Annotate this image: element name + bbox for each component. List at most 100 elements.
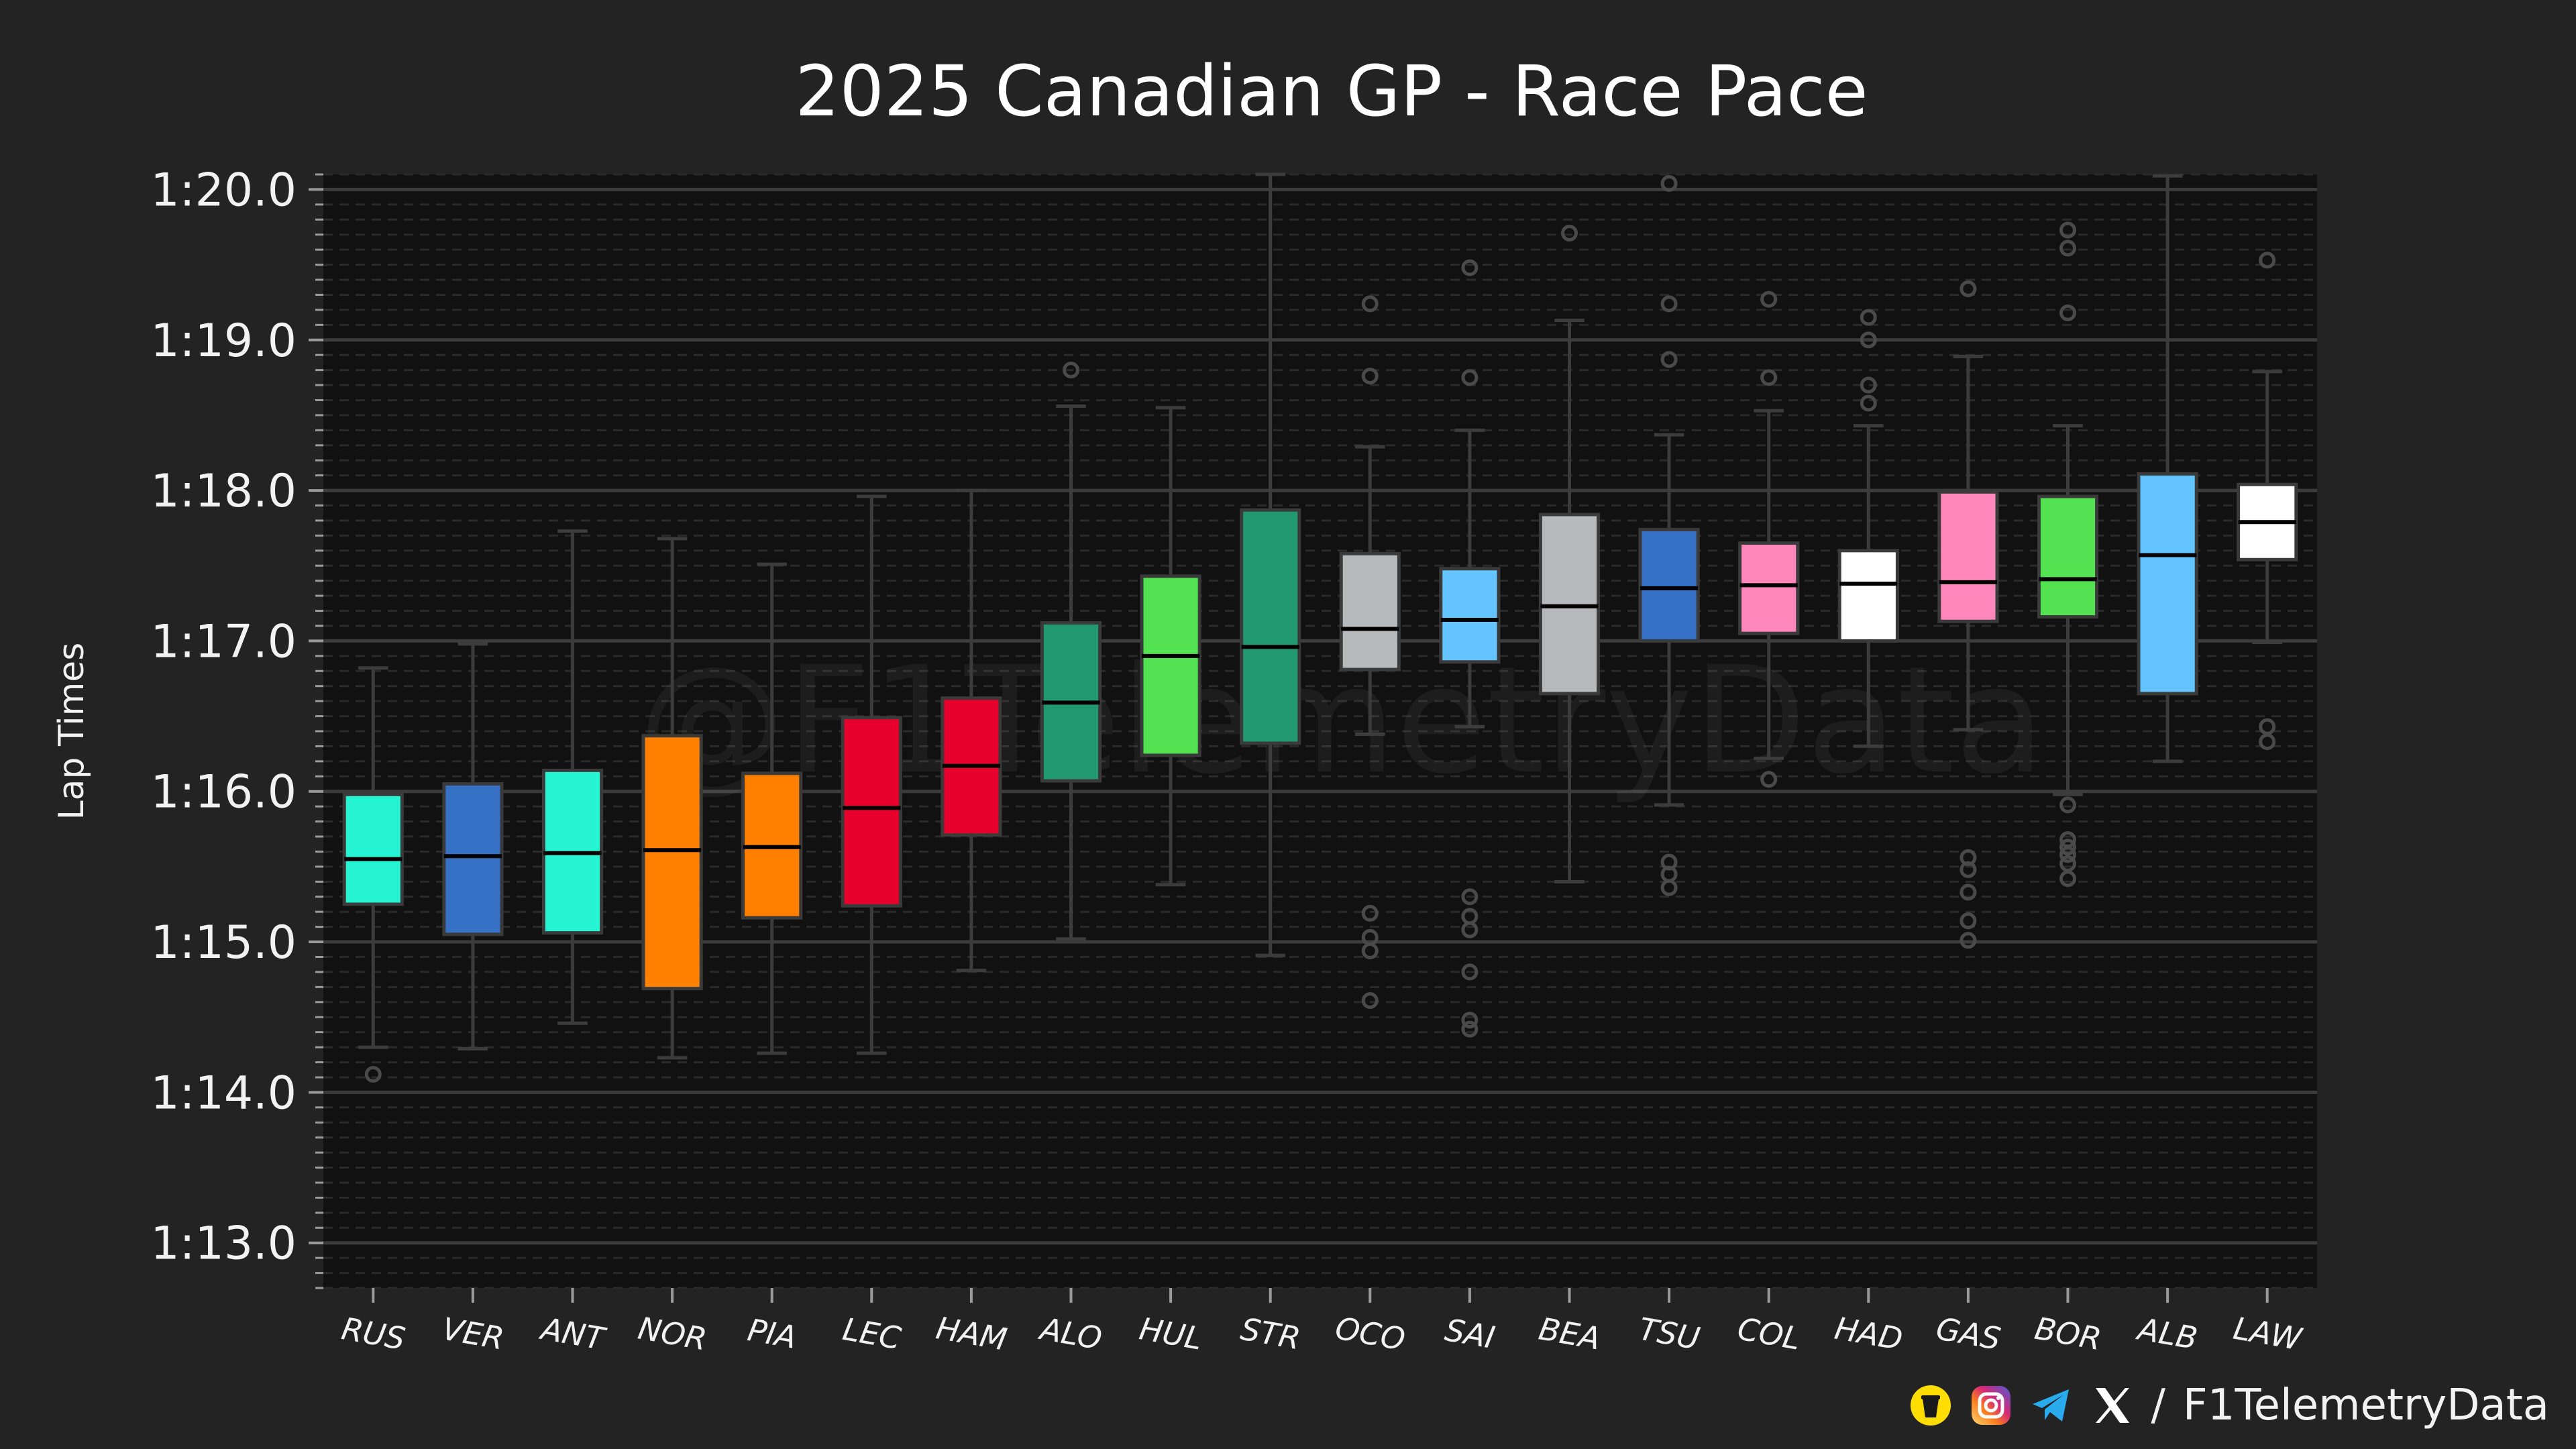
outlier-point <box>1461 259 1479 276</box>
outlier-point <box>1361 992 1379 1010</box>
box-bea <box>1538 224 1601 883</box>
footer-handle[interactable]: F1TelemetryData <box>2182 1381 2549 1430</box>
box-alo <box>1040 362 1102 941</box>
box-col <box>1738 290 1800 788</box>
y-tick-label: 1:20.0 <box>150 164 297 217</box>
outlier-point <box>1461 963 1479 981</box>
outlier-point <box>1960 883 1977 901</box>
box-ver <box>442 642 504 1051</box>
outlier-point <box>1760 369 1778 386</box>
x-tick-label: LAW <box>2231 1310 2305 1358</box>
box-plots <box>342 172 2298 1083</box>
coffee-cup-icon[interactable] <box>1909 1384 1952 1427</box>
x-tick-label: OCO <box>1332 1309 1407 1357</box>
outlier-point <box>1660 295 1678 313</box>
x-tick-label: HAM <box>933 1309 1010 1358</box>
x-logo-icon[interactable] <box>2090 1384 2133 1427</box>
iqr-box <box>1638 527 1700 643</box>
box-bor <box>2037 221 2099 888</box>
footer: / F1TelemetryData <box>1909 1381 2549 1430</box>
outlier-point <box>1461 369 1479 386</box>
y-tick-label: 1:13.0 <box>150 1218 297 1271</box>
box-gas <box>1937 280 1999 949</box>
outlier-point <box>1960 932 1977 949</box>
outlier-point <box>1361 295 1379 313</box>
outlier-point <box>364 1065 382 1083</box>
box-ham <box>941 488 1002 973</box>
x-tick-label: ALB <box>2133 1310 2200 1356</box>
iqr-box <box>1937 490 1999 623</box>
outlier-point <box>1960 280 1977 297</box>
box-pia <box>741 562 803 1055</box>
outlier-point <box>1461 888 1479 906</box>
iqr-box <box>1738 541 1800 635</box>
x-axis: RUS VER ANT NOR PIA LEC HAM ALO HUL STR OCO SAI BEA T… <box>339 1288 2305 1358</box>
x-tick-label: HAD <box>1832 1310 1905 1358</box>
x-tick-label: RUS <box>339 1310 408 1357</box>
outlier-point <box>2059 221 2076 239</box>
outlier-point <box>1361 368 1379 385</box>
x-tick-label: ANT <box>537 1310 610 1358</box>
outlier-point <box>1361 943 1379 960</box>
outlier-point <box>1461 1020 1479 1038</box>
x-tick-label: GAS <box>1933 1310 2003 1357</box>
x-tick-label: SAI <box>1442 1311 1497 1356</box>
y-tick-label: 1:19.0 <box>150 315 297 368</box>
x-tick-label: COL <box>1735 1310 1803 1356</box>
iqr-box <box>442 782 504 936</box>
outlier-point <box>2059 839 2076 856</box>
y-tick-label: 1:14.0 <box>150 1067 297 1120</box>
iqr-box <box>1439 567 1501 664</box>
iqr-box <box>2037 494 2099 619</box>
y-axis: 1:13.0 1:14.0 1:15.0 1:16.0 1:17.0 1:18.0 1:19… <box>150 164 323 1289</box>
x-tick-label: BOR <box>2032 1310 2104 1357</box>
outlier-point <box>2059 870 2076 888</box>
telegram-icon[interactable] <box>2030 1384 2073 1427</box>
box-sai <box>1439 259 1501 1038</box>
box-hul <box>1140 406 1201 887</box>
y-tick-label: 1:18.0 <box>150 465 297 518</box>
box-nor <box>641 537 703 1060</box>
iqr-box <box>1339 551 1401 672</box>
iqr-box <box>2137 472 2198 696</box>
outlier-point <box>2059 796 2076 814</box>
box-rus <box>342 666 404 1083</box>
outlier-point <box>1361 904 1379 922</box>
x-tick-label: NOR <box>635 1310 709 1358</box>
outlier-point <box>1660 351 1678 368</box>
outlier-point <box>1461 1012 1479 1029</box>
iqr-box <box>841 716 902 908</box>
x-tick-label: STR <box>1238 1311 1303 1357</box>
y-tick-label: 1:16.0 <box>150 766 297 819</box>
outlier-point <box>2259 252 2276 269</box>
outlier-point <box>1063 362 1079 379</box>
outlier-point <box>1860 331 1877 349</box>
box-lec <box>841 494 902 1055</box>
footer-separator: / <box>2151 1381 2165 1430</box>
x-tick-label: PIA <box>745 1311 800 1356</box>
box-tsu <box>1638 174 1700 896</box>
iqr-box <box>641 734 703 991</box>
y-axis-label: Lap Times <box>52 643 92 820</box>
instagram-icon[interactable] <box>1970 1384 2012 1427</box>
outlier-point <box>2059 239 2076 257</box>
outlier-point <box>1660 879 1678 896</box>
iqr-box <box>1837 549 1899 643</box>
x-tick-label: LEC <box>840 1311 904 1356</box>
outlier-point <box>1960 912 1977 930</box>
box-had <box>1837 309 1899 748</box>
x-tick-label: BEA <box>1536 1310 1603 1356</box>
outlier-point <box>1760 771 1778 788</box>
outlier-point <box>1860 376 1877 394</box>
outlier-point <box>1461 921 1479 938</box>
outlier-point <box>1561 224 1578 241</box>
iqr-box <box>1538 513 1601 696</box>
iqr-box <box>342 792 404 906</box>
box-alb <box>2137 174 2198 763</box>
box-str <box>1240 172 1301 957</box>
chart-title: 2025 Canadian GP - Race Pace <box>795 50 1868 132</box>
outlier-point <box>2259 733 2276 751</box>
outlier-point <box>2059 304 2076 321</box>
outlier-point <box>1860 394 1877 412</box>
